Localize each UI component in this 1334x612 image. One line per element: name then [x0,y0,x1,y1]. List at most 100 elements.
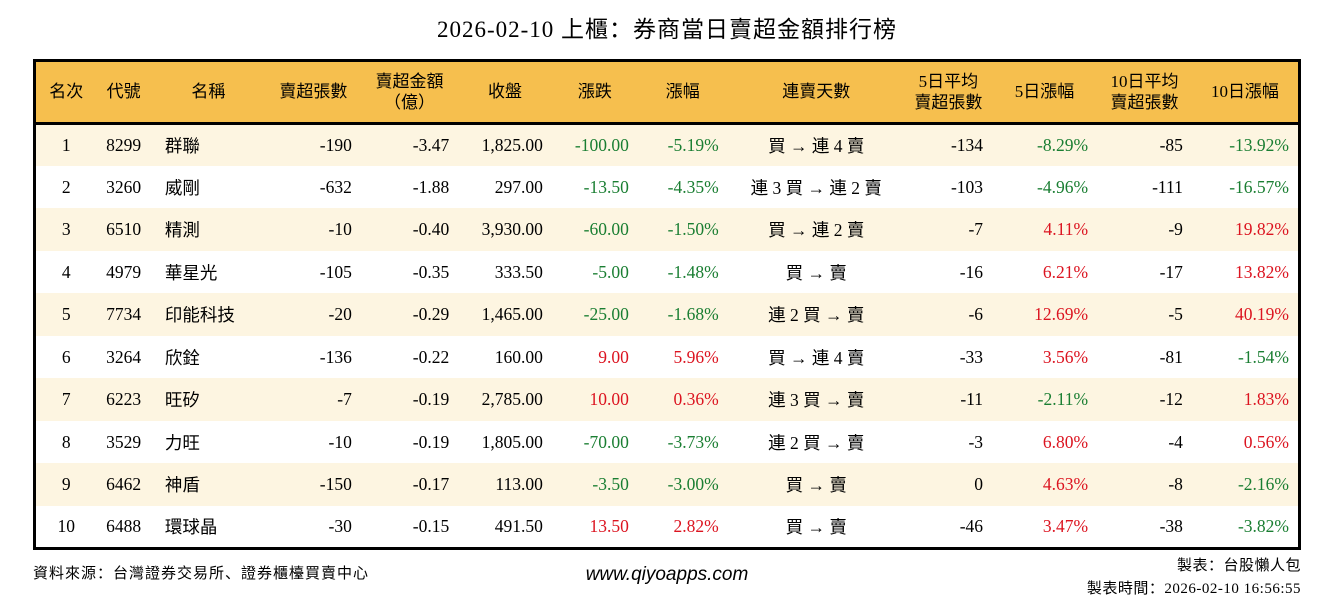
avg10-volume-cell: -12 [1159,389,1183,409]
rank-cell: 6 [61,346,71,367]
change-pct-cell: -1.68% [667,304,719,324]
net-sell-volume-cell: -105 [319,261,352,282]
table-row: 10 6488 環球晶 -30 -0.15 491.50 13.50 2.82%… [34,505,1300,549]
change-cell: 10.00 [589,389,629,409]
net-sell-amount-cell: -1.88 [412,176,450,197]
rank-cell: 7 [61,389,71,409]
pct10-cell: -16.57% [1229,176,1289,197]
table-row: 4 4979 華星光 -105 -0.35 333.50 -5.00 -1.48… [34,250,1300,294]
sell-ranking-table: 名次 代號 名稱 賣超張數 賣超金額 （億） 收盤 漲跌 漲幅 連賣天數 5日平… [33,58,1301,550]
net-sell-volume-cell: -190 [319,134,352,155]
header-sell-streak: 連賣天數 [727,60,905,125]
stock-name-cell: 精測 [164,220,200,240]
change-cell: -70.00 [583,431,629,452]
close-price-cell: 297.00 [494,176,543,197]
change-pct-cell: -1.50% [667,219,719,239]
header-10d-change-pct: 10日漲幅 [1191,60,1300,125]
stock-code-cell: 6488 [106,515,142,536]
table-header: 名次 代號 名稱 賣超張數 賣超金額 （億） 收盤 漲跌 漲幅 連賣天數 5日平… [34,60,1300,125]
pct5-cell: 4.63% [1042,474,1089,494]
avg10-volume-cell: -85 [1159,134,1183,155]
header-change-pct: 漲幅 [637,60,728,125]
pct10-cell: -3.82% [1237,515,1289,536]
pct10-cell: -1.54% [1237,346,1289,367]
net-sell-volume-cell: -150 [319,474,352,494]
change-cell: 13.50 [589,515,629,536]
pct5-cell: 4.11% [1043,219,1089,239]
avg5-volume-cell: -3 [968,431,984,452]
sell-streak-cell: 買 → 賣 [785,516,847,537]
change-pct-cell: -1.48% [667,261,719,282]
rank-cell: 8 [61,431,71,452]
net-sell-amount-cell: -0.15 [412,515,450,536]
pct5-cell: -2.11% [1037,389,1089,409]
close-price-cell: 491.50 [494,515,543,536]
header-net-sell-volume: 賣超張數 [265,60,361,125]
pct5-cell: 3.47% [1042,515,1089,536]
stock-name-cell: 華星光 [164,262,218,283]
change-cell: -3.50 [592,474,629,494]
avg10-volume-cell: -17 [1159,261,1183,282]
net-sell-volume-cell: -30 [328,515,352,536]
pct10-cell: 0.56% [1243,431,1289,452]
pct5-cell: 3.56% [1042,346,1089,367]
net-sell-amount-cell: -0.29 [412,304,450,324]
stock-name-cell: 神盾 [164,475,200,495]
stock-code-cell: 3529 [106,431,142,452]
close-price-cell: 3,930.00 [481,219,543,239]
change-cell: -100.00 [574,134,629,155]
sell-streak-cell: 連 2 買 → 賣 [768,432,865,453]
change-pct-cell: -3.73% [667,431,719,452]
net-sell-amount-cell: -3.47 [412,134,450,155]
stock-code-cell: 6510 [106,219,142,239]
avg10-volume-cell: -9 [1168,219,1183,239]
table-body: 1 8299 群聯 -190 -3.47 1,825.00 -100.00 -5… [34,123,1300,549]
pct5-cell: 12.69% [1034,304,1089,324]
stock-code-cell: 3260 [106,176,142,197]
avg10-volume-cell: -111 [1152,176,1183,197]
net-sell-volume-cell: -10 [328,219,352,239]
close-price-cell: 1,465.00 [481,304,543,324]
header-10d-avg-volume: 10日平均 賣超張數 [1097,60,1192,125]
rank-cell: 4 [61,261,71,282]
pct5-cell: -8.29% [1037,134,1089,155]
close-price-cell: 2,785.00 [481,389,543,409]
header-close: 收盤 [458,60,552,125]
avg10-volume-cell: -81 [1159,346,1183,367]
sell-streak-cell: 買 → 連 2 賣 [768,220,865,240]
avg10-volume-cell: -8 [1168,474,1183,494]
header-5d-avg-volume: 5日平均 賣超張數 [904,60,993,125]
pct10-cell: 40.19% [1235,304,1289,324]
table-row: 5 7734 印能科技 -20 -0.29 1,465.00 -25.00 -1… [34,293,1300,336]
close-price-cell: 1,825.00 [481,134,543,155]
avg5-volume-cell: -46 [959,515,984,536]
stock-name-cell: 環球晶 [164,516,218,537]
header-code: 代號 [96,60,151,125]
avg5-volume-cell: -33 [959,346,984,367]
change-pct-cell: 0.36% [673,389,719,409]
net-sell-volume-cell: -136 [319,346,352,367]
pct5-cell: 6.80% [1042,431,1089,452]
net-sell-volume-cell: -20 [328,304,352,324]
made-time-text: 製表時間：2026-02-10 16:56:55 [1086,581,1301,597]
net-sell-amount-cell: -0.19 [412,389,450,409]
net-sell-volume-cell: -632 [319,176,352,197]
table-row: 6 3264 欣銓 -136 -0.22 160.00 9.00 5.96% 買… [34,335,1300,379]
website-text: www.qiyoapps.com [585,563,749,585]
pct10-cell: -2.16% [1237,474,1289,494]
avg10-volume-cell: -4 [1168,431,1183,452]
change-cell: -13.50 [583,176,629,197]
data-source-note: 資料來源：台灣證券交易所、證券櫃檯買賣中心 [33,565,370,582]
change-cell: 9.00 [598,346,629,367]
table-row: 1 8299 群聯 -190 -3.47 1,825.00 -100.00 -5… [34,123,1300,166]
rank-cell: 2 [61,176,71,197]
sell-streak-cell: 買 → 賣 [785,475,847,495]
change-cell: -5.00 [592,261,629,282]
stock-name-cell: 印能科技 [164,305,235,325]
avg10-volume-cell: -38 [1159,515,1183,536]
net-sell-amount-cell: -0.19 [412,431,450,452]
stock-code-cell: 7734 [106,304,142,324]
stock-code-cell: 6462 [106,474,142,494]
sell-streak-cell: 連 2 買 → 賣 [768,305,865,325]
header-name: 名稱 [150,60,266,125]
